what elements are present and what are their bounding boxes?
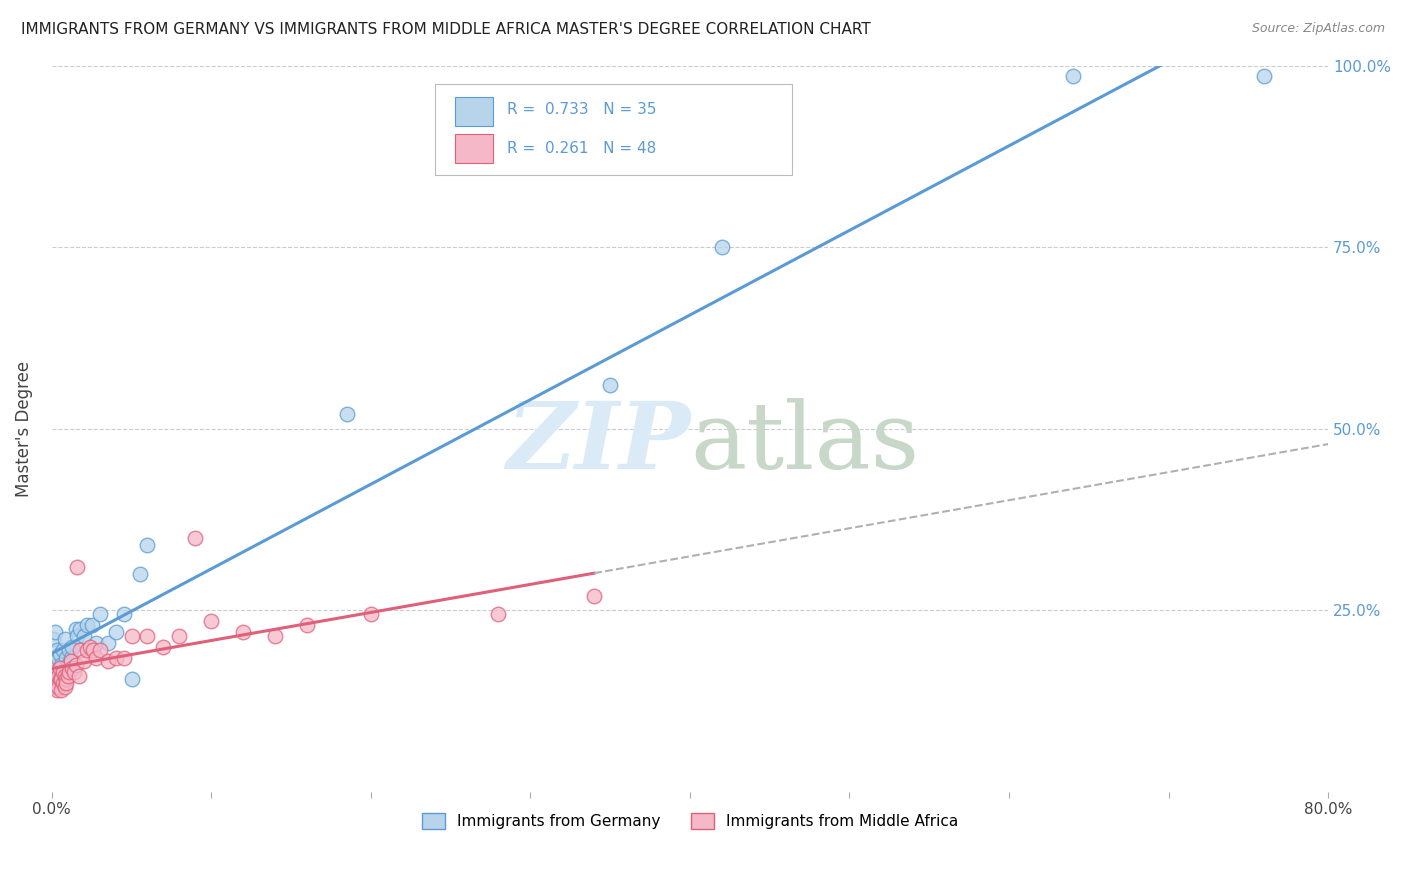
Point: [97, 636, 120, 650]
Point: [79, 640, 101, 654]
Point: [48, 661, 70, 675]
FancyBboxPatch shape: [434, 84, 792, 175]
Point: [65, 622, 87, 636]
FancyBboxPatch shape: [456, 134, 494, 163]
Point: [67, 669, 90, 683]
Point: [59, 654, 82, 668]
Point: [710, 240, 733, 254]
Point: [80, 618, 103, 632]
Point: [184, 531, 207, 545]
Point: [66, 559, 89, 574]
Point: [73, 629, 96, 643]
Point: [169, 629, 191, 643]
Text: R =  0.261   N = 48: R = 0.261 N = 48: [508, 141, 657, 156]
Point: [52, 676, 75, 690]
Text: R =  0.733   N = 35: R = 0.733 N = 35: [508, 103, 657, 118]
Point: [53, 669, 76, 683]
Point: [58, 643, 80, 657]
Y-axis label: Master's Degree: Master's Degree: [15, 360, 32, 497]
Point: [42, 665, 65, 679]
Point: [44, 680, 66, 694]
Point: [56, 657, 79, 672]
Point: [104, 625, 127, 640]
Point: [46, 650, 69, 665]
Point: [360, 607, 382, 621]
Point: [336, 407, 359, 421]
Point: [45, 683, 67, 698]
Point: [46, 669, 69, 683]
Point: [58, 665, 80, 679]
Point: [583, 589, 606, 603]
Point: [45, 673, 67, 687]
Point: [44, 673, 66, 687]
Legend: Immigrants from Germany, Immigrants from Middle Africa: Immigrants from Germany, Immigrants from…: [416, 807, 965, 835]
Point: [45, 657, 67, 672]
Point: [295, 618, 318, 632]
Point: [121, 629, 143, 643]
Point: [136, 538, 159, 552]
Point: [55, 650, 77, 665]
Point: [599, 378, 621, 392]
Point: [1253, 70, 1275, 84]
Point: [69, 643, 91, 657]
Point: [46, 680, 69, 694]
Point: [136, 629, 159, 643]
Point: [128, 567, 150, 582]
Point: [63, 665, 86, 679]
Point: [76, 643, 98, 657]
Point: [112, 607, 135, 621]
Point: [97, 654, 120, 668]
Point: [89, 607, 111, 621]
Point: [86, 650, 108, 665]
Point: [52, 643, 75, 657]
Point: [51, 683, 73, 698]
Point: [488, 607, 510, 621]
Point: [66, 629, 89, 643]
Point: [45, 643, 67, 657]
Point: [53, 680, 76, 694]
Point: [48, 673, 70, 687]
Point: [86, 636, 108, 650]
Point: [48, 669, 70, 683]
Point: [121, 673, 143, 687]
FancyBboxPatch shape: [456, 96, 494, 126]
Point: [69, 622, 91, 636]
Point: [51, 673, 73, 687]
Text: IMMIGRANTS FROM GERMANY VS IMMIGRANTS FROM MIDDLE AFRICA MASTER'S DEGREE CORRELA: IMMIGRANTS FROM GERMANY VS IMMIGRANTS FR…: [21, 22, 870, 37]
Point: [55, 673, 77, 687]
Point: [112, 650, 135, 665]
Point: [42, 676, 65, 690]
Point: [89, 643, 111, 657]
Point: [48, 647, 70, 661]
Point: [76, 618, 98, 632]
Point: [73, 654, 96, 668]
Point: [62, 661, 84, 675]
Point: [264, 629, 287, 643]
Text: ZIP: ZIP: [506, 399, 690, 488]
Point: [55, 676, 77, 690]
Point: [1062, 70, 1084, 84]
Point: [232, 625, 254, 640]
Point: [62, 640, 84, 654]
Point: [42, 632, 65, 647]
Point: [53, 632, 76, 647]
Point: [52, 665, 75, 679]
Text: Source: ZipAtlas.com: Source: ZipAtlas.com: [1251, 22, 1385, 36]
Text: atlas: atlas: [690, 399, 920, 488]
Point: [152, 640, 174, 654]
Point: [44, 625, 66, 640]
Point: [104, 650, 127, 665]
Point: [82, 643, 104, 657]
Point: [52, 665, 75, 679]
Point: [59, 650, 82, 665]
Point: [200, 614, 222, 628]
Point: [51, 657, 73, 672]
Point: [56, 669, 79, 683]
Point: [65, 657, 87, 672]
